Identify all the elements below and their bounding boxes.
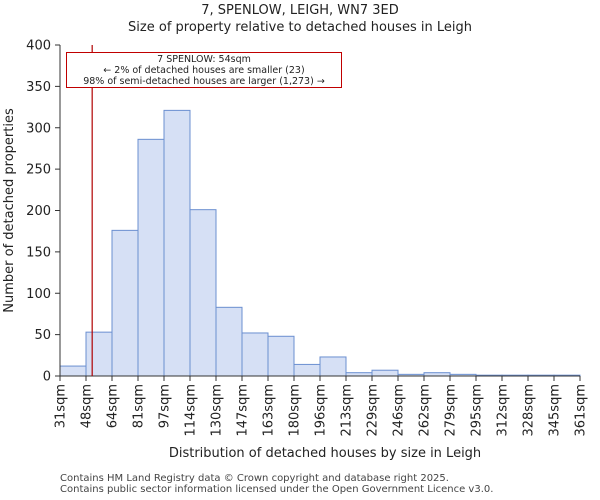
histogram-bar [267,335,295,377]
footer-line-2: Contains public sector information licen… [60,484,494,495]
x-tick-label: 114sqm [184,384,199,437]
x-tick-label: 312sqm [496,384,511,437]
y-tick-label: 0 [43,370,51,385]
histogram-bar [371,369,399,377]
x-tick-label: 279sqm [444,384,459,437]
y-tick-label: 350 [26,80,51,95]
annotation-box: 7 SPENLOW: 54sqm ← 2% of detached houses… [66,52,342,88]
histogram-bar [293,363,321,377]
histogram-bar [59,365,87,377]
histogram-chart: 0 50 100 150 200 250 300 350 400 31sqm 48sqm 64sqm 8… [2,39,589,462]
x-tick-label: 229sqm [366,384,381,437]
x-tick-label: 295sqm [470,384,485,437]
histogram-bar [319,356,347,377]
x-tick-label: 246sqm [392,384,407,437]
histogram-bar [137,138,165,377]
y-tick-label: 250 [26,163,51,178]
x-tick-label: 180sqm [288,384,303,437]
title-line-2: Size of property relative to detached ho… [128,20,472,35]
x-axis-label: Distribution of detached houses by size … [169,446,481,461]
chart-title: 7, SPENLOW, LEIGH, WN7 3ED Size of prope… [0,2,600,36]
title-line-1: 7, SPENLOW, LEIGH, WN7 3ED [201,3,399,18]
y-tick-label: 200 [26,204,51,219]
x-tick-label: 213sqm [340,384,355,437]
x-tick-label: 48sqm [80,384,95,428]
footer: Contains HM Land Registry data © Crown c… [60,473,493,495]
x-tick-label: 31sqm [54,384,69,428]
footer-line-1: Contains HM Land Registry data © Crown c… [60,473,449,484]
y-tick-label: 100 [26,287,51,302]
annotation-line-1: 7 SPENLOW: 54sqm [157,54,251,65]
annotation-line-2: ← 2% of detached houses are smaller (23) [103,65,305,76]
x-tick-label: 262sqm [418,384,433,437]
x-tick-label: 345sqm [548,384,563,437]
annotation-line-3: 98% of semi-detached houses are larger (… [83,76,325,87]
x-tick-label: 361sqm [574,384,589,437]
y-tick-label: 50 [34,328,51,343]
histogram-bar [163,109,191,377]
x-tick-label: 196sqm [314,384,329,437]
histogram-bar [111,229,139,377]
x-tick-label: 97sqm [158,384,173,428]
x-tick-label: 81sqm [132,384,147,428]
y-axis-label: Number of detached properties [2,108,17,313]
histogram-bar [241,332,269,377]
histogram-bar [189,209,217,377]
histogram-bar [215,306,243,377]
y-tick-label: 300 [26,121,51,136]
x-tick-label: 147sqm [236,384,251,437]
x-tick-label: 163sqm [262,384,277,437]
x-tick-label: 328sqm [522,384,537,437]
y-tick-label: 400 [26,39,51,54]
histogram-bar [85,331,113,377]
x-tick-label: 64sqm [106,384,121,428]
y-tick-label: 150 [26,245,51,260]
x-tick-label: 130sqm [210,384,225,437]
